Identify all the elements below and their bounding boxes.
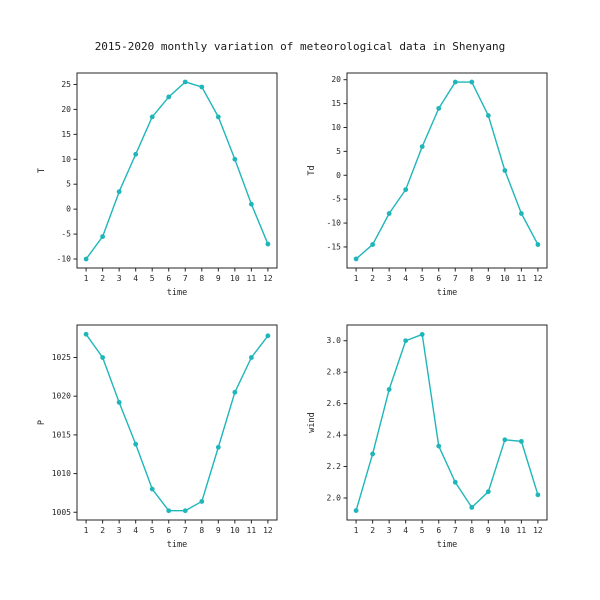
svg-text:8: 8 — [469, 526, 474, 535]
svg-text:7: 7 — [183, 526, 188, 535]
svg-text:5: 5 — [420, 274, 425, 283]
svg-text:2.8: 2.8 — [327, 368, 342, 377]
svg-text:time: time — [167, 288, 187, 298]
svg-text:time: time — [437, 288, 457, 298]
svg-text:3: 3 — [387, 274, 392, 283]
svg-text:12: 12 — [533, 274, 543, 283]
svg-text:Td: Td — [307, 165, 317, 175]
svg-text:5: 5 — [336, 147, 341, 156]
svg-text:2: 2 — [370, 274, 375, 283]
svg-text:2: 2 — [100, 274, 105, 283]
svg-text:1: 1 — [354, 274, 359, 283]
svg-text:11: 11 — [517, 526, 527, 535]
svg-text:10: 10 — [331, 123, 341, 132]
svg-text:4: 4 — [403, 274, 408, 283]
svg-text:1005: 1005 — [52, 508, 71, 517]
svg-text:7: 7 — [183, 274, 188, 283]
svg-text:2.4: 2.4 — [327, 431, 342, 440]
svg-text:3: 3 — [117, 526, 122, 535]
svg-text:9: 9 — [216, 274, 221, 283]
svg-text:3.0: 3.0 — [327, 336, 342, 345]
svg-text:3: 3 — [387, 526, 392, 535]
svg-text:9: 9 — [486, 526, 491, 535]
svg-text:-5: -5 — [61, 230, 71, 239]
chart-wind: 2.02.22.42.62.83.01 2 3 4 5 6 7 8 9 10 11 12timewin… — [307, 324, 548, 550]
svg-text:20: 20 — [61, 105, 71, 114]
svg-text:3: 3 — [117, 274, 122, 283]
svg-text:15: 15 — [331, 99, 341, 108]
svg-text:1025: 1025 — [52, 353, 71, 362]
svg-text:1: 1 — [84, 526, 89, 535]
subplot-dew-point: -15 -10 -5 0 5 10 15 20 1 2 3 4 5 6 7 8 9 10 11 12 time Td — [302, 58, 552, 298]
svg-text:9: 9 — [216, 526, 221, 535]
svg-text:1015: 1015 — [52, 430, 71, 439]
svg-text:2.6: 2.6 — [327, 399, 342, 408]
svg-text:12: 12 — [533, 526, 543, 535]
svg-text:4: 4 — [133, 526, 138, 535]
svg-text:0: 0 — [336, 171, 341, 180]
svg-text:T: T — [37, 168, 47, 173]
svg-text:time: time — [167, 540, 187, 550]
svg-text:11: 11 — [247, 526, 257, 535]
svg-text:-10: -10 — [327, 219, 342, 228]
svg-text:wind: wind — [307, 412, 317, 432]
svg-text:11: 11 — [517, 274, 527, 283]
svg-text:8: 8 — [199, 274, 204, 283]
svg-text:4: 4 — [403, 526, 408, 535]
svg-text:20: 20 — [331, 75, 341, 84]
svg-text:7: 7 — [453, 526, 458, 535]
svg-text:P: P — [37, 420, 47, 425]
svg-text:5: 5 — [420, 526, 425, 535]
svg-text:2: 2 — [370, 526, 375, 535]
svg-text:25: 25 — [61, 80, 71, 89]
svg-text:10: 10 — [500, 526, 510, 535]
subplot-temperature: -10 -5 0 5 10 15 20 25 1 2 3 4 5 6 7 8 9 10 11 12 time T — [32, 58, 282, 298]
svg-text:2: 2 — [100, 526, 105, 535]
svg-text:6: 6 — [166, 526, 171, 535]
svg-text:2.0: 2.0 — [327, 493, 342, 502]
svg-text:6: 6 — [166, 274, 171, 283]
svg-text:6: 6 — [436, 274, 441, 283]
svg-text:10: 10 — [500, 274, 510, 283]
svg-text:12: 12 — [263, 526, 273, 535]
svg-text:1010: 1010 — [52, 469, 71, 478]
svg-text:0: 0 — [66, 205, 71, 214]
svg-text:2.2: 2.2 — [327, 462, 342, 471]
svg-text:1: 1 — [354, 526, 359, 535]
svg-text:time: time — [437, 540, 457, 550]
svg-text:8: 8 — [199, 526, 204, 535]
svg-text:15: 15 — [61, 130, 71, 139]
svg-text:12: 12 — [263, 274, 273, 283]
svg-text:-10: -10 — [57, 255, 72, 264]
svg-text:10: 10 — [230, 526, 240, 535]
svg-text:6: 6 — [436, 526, 441, 535]
svg-text:5: 5 — [66, 180, 71, 189]
figure-title: 2015-2020 monthly variation of meteorolo… — [94, 40, 506, 53]
svg-text:-5: -5 — [331, 195, 341, 204]
svg-text:10: 10 — [61, 155, 71, 164]
svg-text:5: 5 — [150, 526, 155, 535]
svg-text:1020: 1020 — [52, 392, 71, 401]
subplot-wind: 2.0 2.2 2.4 2.6 2.8 3.0 1 2 3 4 5 6 7 8 9 10 11 12 time win… — [302, 310, 552, 550]
svg-text:4: 4 — [133, 274, 138, 283]
svg-text:9: 9 — [486, 274, 491, 283]
subplot-pressure: 1005 1010 1015 1020 1025 1 2 3 4 5 6 7 8 9 10 11 12 time P — [32, 310, 282, 550]
svg-text:8: 8 — [469, 274, 474, 283]
svg-text:10: 10 — [230, 274, 240, 283]
svg-text:11: 11 — [247, 274, 257, 283]
svg-text:5: 5 — [150, 274, 155, 283]
svg-text:7: 7 — [453, 274, 458, 283]
svg-text:1: 1 — [84, 274, 89, 283]
svg-text:-15: -15 — [327, 242, 342, 251]
